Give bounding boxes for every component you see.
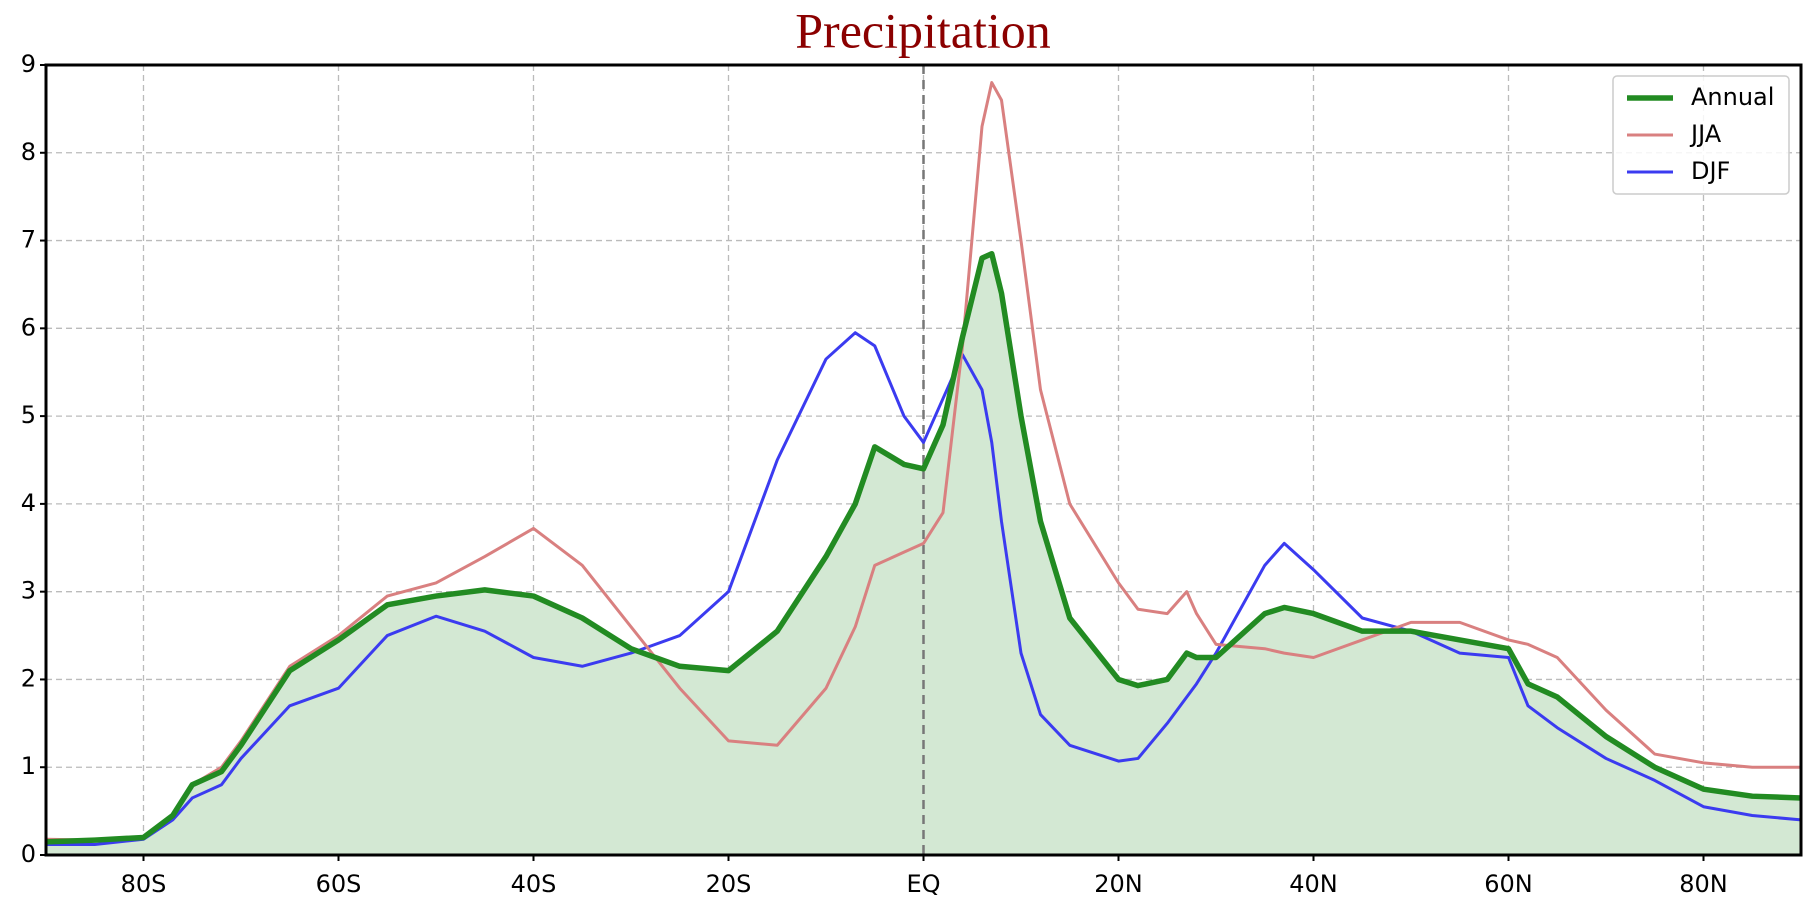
x-tick-label: 80S: [121, 870, 167, 898]
y-tick-label: 6: [21, 313, 36, 341]
legend-box: [1612, 75, 1790, 195]
y-tick-label: 4: [21, 489, 36, 517]
plot-frame: [44, 63, 1803, 857]
line: [46, 331, 1802, 846]
y-tick-label: 5: [21, 401, 36, 429]
legend-label: DJF: [1691, 157, 1730, 185]
line: [45, 81, 1801, 842]
y-tick-label: 1: [21, 752, 36, 780]
x-tick-label: 60S: [316, 870, 362, 898]
x-tick-label: 20N: [1094, 870, 1143, 898]
x-tick-label: EQ: [906, 870, 940, 898]
legend-label: Annual: [1691, 83, 1774, 111]
y-tick-label: 2: [21, 664, 36, 692]
x-tick-label: 40S: [511, 870, 557, 898]
legend-label: JJA: [1689, 120, 1722, 148]
y-tick-label: 8: [21, 138, 36, 166]
x-tick-label: 80N: [1679, 870, 1728, 898]
y-tick-label: 9: [21, 50, 36, 78]
chart-title: Precipitation: [795, 2, 1051, 58]
y-tick-label: 7: [21, 226, 36, 254]
y-tick-label: 0: [21, 840, 36, 868]
area: [46, 253, 1801, 855]
y-tick-label: 3: [21, 577, 36, 605]
line: [45, 250, 1802, 845]
x-tick-label: 60N: [1484, 870, 1533, 898]
x-tick-label: 20S: [706, 870, 752, 898]
x-tick-label: 40N: [1289, 870, 1338, 898]
